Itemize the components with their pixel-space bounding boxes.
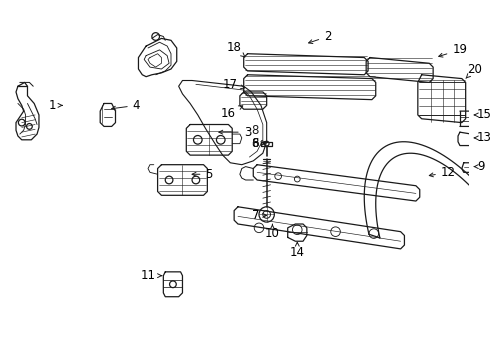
Text: 9: 9 <box>474 160 485 173</box>
Text: 19: 19 <box>439 44 467 57</box>
Text: 7: 7 <box>251 209 267 222</box>
Text: 20: 20 <box>466 63 483 78</box>
Text: 13: 13 <box>474 131 490 144</box>
Text: 4: 4 <box>112 99 140 112</box>
Text: 12: 12 <box>429 166 456 179</box>
Text: 18: 18 <box>227 41 245 57</box>
Text: 8: 8 <box>252 124 259 137</box>
Text: 2: 2 <box>309 30 332 44</box>
Text: 5: 5 <box>192 168 213 181</box>
Text: 3: 3 <box>219 126 251 139</box>
Text: 15: 15 <box>474 108 490 121</box>
Text: 8: 8 <box>252 137 266 150</box>
Text: 6: 6 <box>251 137 265 150</box>
Text: 16: 16 <box>221 106 243 120</box>
Text: 17: 17 <box>223 78 245 91</box>
Text: 14: 14 <box>290 242 305 259</box>
Text: 1: 1 <box>49 99 62 112</box>
Text: 10: 10 <box>265 224 280 240</box>
Text: 6: 6 <box>251 137 259 150</box>
Text: 11: 11 <box>141 269 162 282</box>
